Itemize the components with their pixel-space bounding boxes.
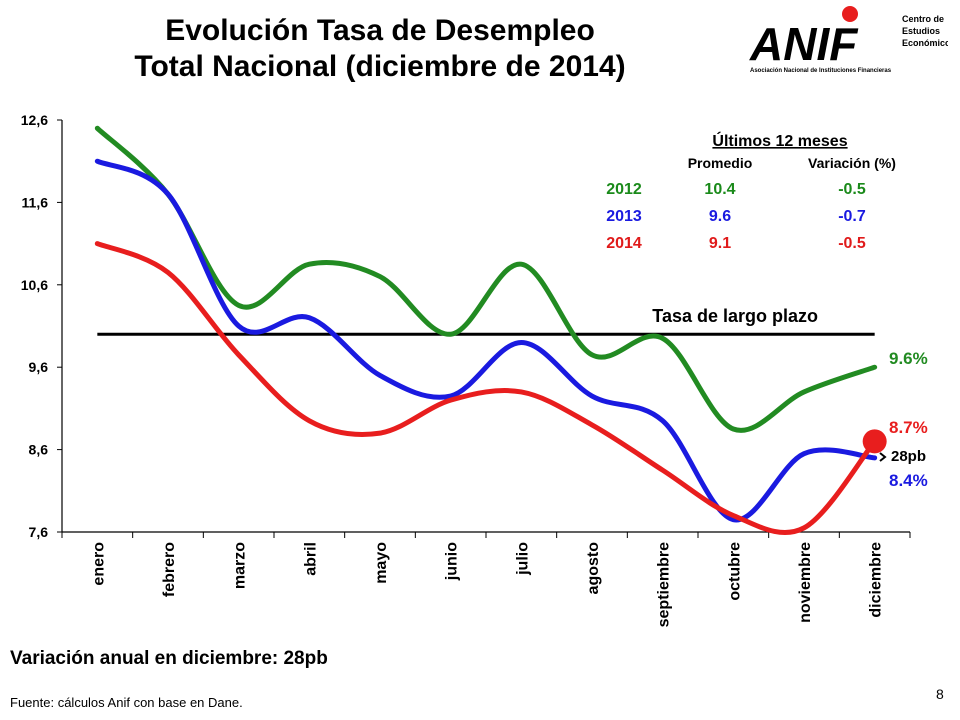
logo-wordmark: ANIF [749, 18, 859, 70]
summary-col-promedio: Promedio [688, 155, 753, 171]
series-line-2014 [94, 241, 878, 535]
y-tick-label: 11,6 [22, 194, 49, 210]
x-tick-label-febrero: febrero [161, 542, 178, 597]
y-tick-label: 8,6 [29, 442, 49, 458]
summary-variacion-2012: -0.5 [838, 181, 866, 198]
logo-side-text-2: Estudios [902, 26, 940, 36]
source-note: Fuente: cálculos Anif con base en Dane. [10, 695, 243, 710]
x-tick-label-marzo: marzo [232, 542, 249, 589]
end-label-0: 9.6% [889, 349, 928, 368]
x-tick-label-octubre: octubre [726, 542, 743, 601]
anif-logo: ANIF Asociación Nacional de Institucione… [749, 6, 948, 74]
logo-side-text-3: Económicos [902, 38, 948, 48]
x-tick-label-septiembre: septiembre [656, 542, 673, 627]
summary-promedio-2012: 10.4 [704, 181, 735, 198]
summary-heading: Últimos 12 meses [712, 131, 847, 150]
reference-line-group: Tasa de largo plazo [97, 306, 875, 336]
series-2014-end-marker [862, 429, 887, 454]
y-tick-label: 10,6 [21, 277, 48, 293]
x-tick-label-junio: junio [444, 542, 461, 581]
annual-variation-note: Variación anual en diciembre: 28pb [10, 648, 328, 669]
summary-promedio-2014: 9.1 [709, 235, 731, 252]
chevron-right-icon [879, 452, 887, 462]
y-tick-label: 7,6 [29, 524, 49, 540]
chart-title-line1: Evolución Tasa de Desempleo [165, 14, 595, 47]
summary-col-variacion: Variación (%) [808, 155, 896, 171]
summary-variacion-2013: -0.7 [838, 208, 866, 225]
summary-year-2014: 2014 [606, 235, 642, 252]
x-tick-label-julio: julio [514, 542, 531, 576]
summary-table: Últimos 12 meses Promedio Variación (%) … [606, 131, 896, 252]
x-tick-label-mayo: mayo [373, 542, 390, 584]
x-tick-label-abril: abril [302, 542, 319, 576]
logo-red-dot [842, 6, 858, 22]
series-line-2013 [94, 158, 878, 523]
summary-year-2013: 2013 [606, 208, 642, 225]
end-label-2: 28pb [891, 448, 926, 465]
logo-side-text-1: Centro de [902, 14, 944, 24]
series-group [94, 125, 887, 535]
summary-variacion-2014: -0.5 [838, 235, 866, 252]
chart-axes: 12,6 11,6 10,6 9,6 8,6 7,6 enero febrero marzo ab… [21, 112, 911, 627]
reference-line-label: Tasa de largo plazo [652, 306, 818, 326]
page-number: 8 [936, 686, 944, 702]
x-tick-label-enero: enero [90, 542, 107, 586]
summary-year-2012: 2012 [606, 181, 642, 198]
series-line-2012 [94, 125, 878, 433]
x-tick-label-agosto: agosto [585, 542, 602, 595]
summary-promedio-2013: 9.6 [709, 208, 731, 225]
y-tick-label: 12,6 [21, 112, 48, 128]
x-tick-label-diciembre: diciembre [868, 542, 885, 618]
end-labels-group: 9.6% 8.7% 28pb 8.4% [879, 349, 928, 490]
y-tick-label: 9,6 [29, 359, 49, 375]
chart-title-line2: Total Nacional (diciembre de 2014) [134, 50, 626, 83]
logo-tagline: Asociación Nacional de Instituciones Fin… [750, 68, 892, 74]
end-label-3: 8.4% [889, 471, 928, 490]
end-label-1: 8.7% [889, 418, 928, 437]
x-tick-label-noviembre: noviembre [797, 542, 814, 623]
